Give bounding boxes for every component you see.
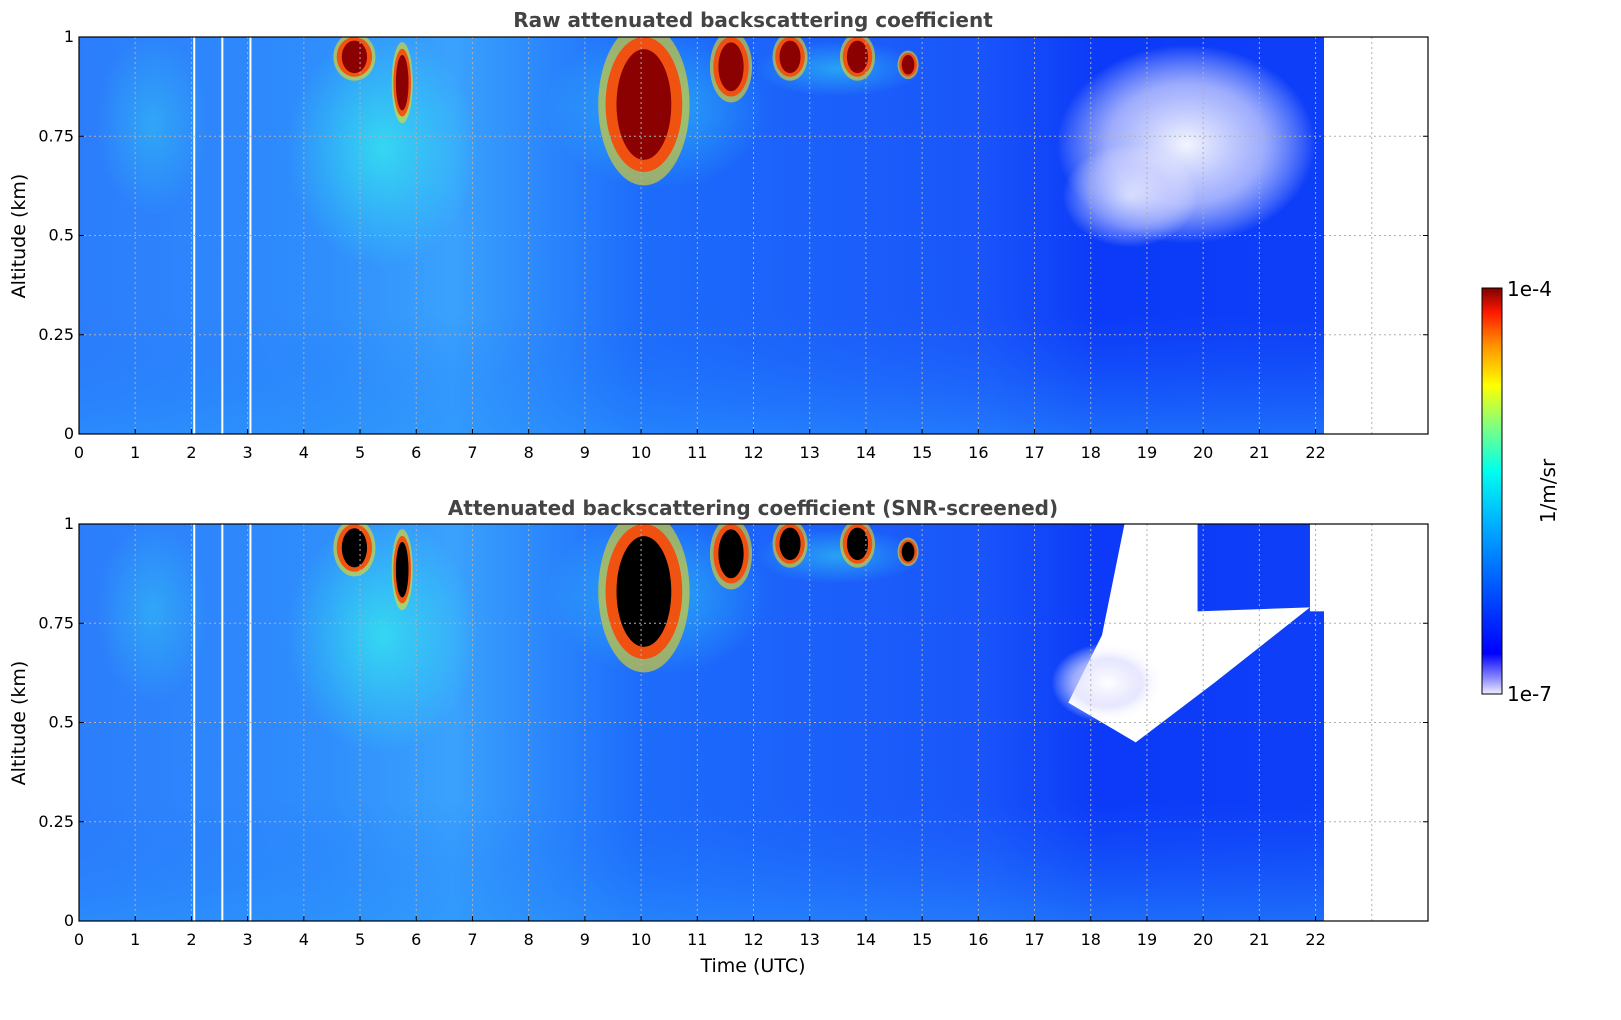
- x-tick-label: 8: [524, 930, 534, 949]
- x-tick-label: 12: [743, 930, 763, 949]
- x-tick-label: 7: [467, 930, 477, 949]
- x-tick-label: 6: [411, 930, 421, 949]
- x-tick-label: 7: [467, 443, 477, 462]
- y-tick-label: 0.25: [38, 325, 74, 344]
- low-signal-region: [1051, 643, 1164, 723]
- x-tick-label: 11: [687, 443, 707, 462]
- x-tick-label: 13: [800, 443, 820, 462]
- x-axis-label: Time (UTC): [699, 955, 805, 977]
- x-tick-label: 22: [1305, 443, 1325, 462]
- aerosol-plume: [286, 37, 479, 268]
- cloud-core: [718, 42, 744, 92]
- y-tick-label: 0.75: [38, 126, 74, 145]
- plot-area: [79, 37, 1428, 434]
- x-tick-label: 2: [186, 930, 196, 949]
- x-tick-label: 21: [1249, 930, 1269, 949]
- y-tick-label: 0.25: [38, 812, 74, 831]
- colorbar-min-label: 1e-7: [1507, 682, 1552, 706]
- x-tick-label: 14: [856, 443, 876, 462]
- x-tick-label: 13: [800, 930, 820, 949]
- x-tick-label: 8: [524, 443, 534, 462]
- aerosol-layer: [95, 524, 209, 703]
- plot-area: [79, 524, 1428, 921]
- x-tick-label: 18: [1081, 930, 1101, 949]
- cloud-core: [846, 40, 869, 74]
- data-gap: [221, 524, 224, 921]
- cloud-core: [779, 40, 801, 74]
- x-tick-label: 20: [1193, 930, 1213, 949]
- x-tick-label: 12: [743, 443, 763, 462]
- x-tick-label: 19: [1137, 930, 1157, 949]
- x-tick-label: 1: [130, 930, 140, 949]
- x-tick-label: 17: [1024, 443, 1044, 462]
- y-tick-label: 1: [64, 27, 74, 46]
- cloud-core: [718, 529, 744, 579]
- x-tick-label: 1: [130, 443, 140, 462]
- x-tick-label: 18: [1081, 443, 1101, 462]
- x-tick-label: 16: [968, 443, 988, 462]
- x-tick-label: 0: [74, 443, 84, 462]
- boundary-layer: [79, 801, 1325, 921]
- boundary-layer: [79, 314, 1325, 434]
- y-tick-label: 0: [64, 911, 74, 930]
- x-tick-label: 16: [968, 930, 988, 949]
- colorbar-unit-label: 1/m/sr: [1536, 458, 1560, 523]
- cloud-core: [779, 527, 801, 561]
- raw-backscatter-panel: 0 1 2 3 4 5 6 7 8 9 10 11 12 13 14 15 16 17 18 19 20 21 2200.2…: [38, 27, 1429, 462]
- y-tick-label: 1: [64, 514, 74, 533]
- cloud-core: [846, 527, 869, 561]
- aerosol-plume: [286, 524, 479, 755]
- x-tick-label: 14: [856, 930, 876, 949]
- cloud-core: [901, 55, 915, 75]
- x-tick-label: 11: [687, 930, 707, 949]
- x-tick-label: 19: [1137, 443, 1157, 462]
- x-tick-label: 0: [74, 930, 84, 949]
- x-tick-label: 17: [1024, 930, 1044, 949]
- x-tick-label: 5: [355, 443, 365, 462]
- x-tick-label: 22: [1305, 930, 1325, 949]
- cloud-core: [395, 541, 409, 598]
- raw-panel-title: Raw attenuated backscattering coefficien…: [513, 8, 993, 32]
- y-tick-label: 0.5: [49, 226, 74, 245]
- x-tick-label: 9: [580, 443, 590, 462]
- colorbar: 1e-4 1e-7 1/m/sr: [1481, 277, 1560, 706]
- cloud-core: [616, 536, 672, 647]
- low-signal-region: [1062, 144, 1198, 248]
- x-tick-label: 6: [411, 443, 421, 462]
- cloud-core: [341, 40, 368, 74]
- screened-out-region: [1309, 524, 1325, 612]
- x-tick-label: 3: [243, 930, 253, 949]
- x-tick-label: 10: [631, 443, 651, 462]
- cloud-core: [341, 528, 368, 568]
- colorbar-max-label: 1e-4: [1507, 277, 1552, 301]
- x-tick-label: 9: [580, 930, 590, 949]
- x-tick-label: 3: [243, 443, 253, 462]
- x-tick-label: 10: [631, 930, 651, 949]
- screened-panel-title: Attenuated backscattering coefficient (S…: [448, 496, 1058, 520]
- x-tick-label: 21: [1249, 443, 1269, 462]
- cloud-core: [395, 54, 409, 111]
- x-tick-label: 4: [299, 443, 309, 462]
- raw-y-axis-label: Altitude (km): [8, 174, 30, 299]
- aerosol-layer: [95, 37, 209, 216]
- y-tick-label: 0.75: [38, 613, 74, 632]
- x-tick-label: 20: [1193, 443, 1213, 462]
- y-tick-label: 0.5: [49, 713, 74, 732]
- x-tick-label: 2: [186, 443, 196, 462]
- data-gap: [221, 37, 224, 434]
- screened-y-axis-label: Altitude (km): [8, 661, 30, 786]
- cloud-core: [616, 49, 672, 160]
- x-tick-label: 4: [299, 930, 309, 949]
- colorbar-gradient: [1481, 287, 1503, 695]
- cloud-core: [901, 542, 915, 562]
- x-tick-label: 5: [355, 930, 365, 949]
- screened-backscatter-panel: 0 1 2 3 4 5 6 7 8 9 10 11 12 13 14 15 16 17 18 19 20 21 2200.2…: [38, 514, 1429, 949]
- x-tick-label: 15: [912, 930, 932, 949]
- y-tick-label: 0: [64, 424, 74, 443]
- x-tick-label: 15: [912, 443, 932, 462]
